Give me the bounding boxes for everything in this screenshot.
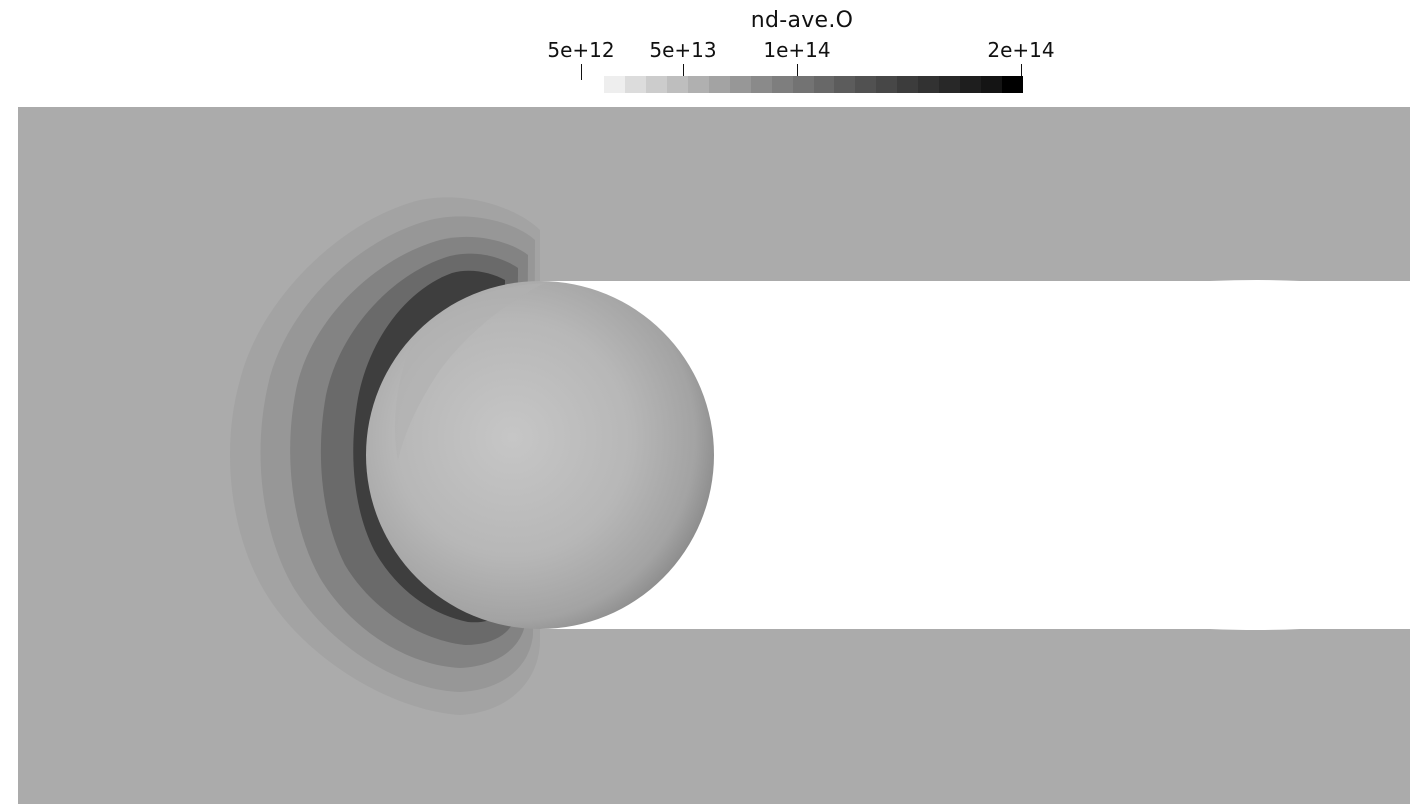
colorbar-swatch (813, 76, 835, 93)
sphere-body[interactable] (366, 281, 714, 629)
sphere-front-cap (394, 283, 545, 460)
colorbar-swatch (750, 76, 772, 93)
tick-label-5e13: 5e+13 (649, 38, 717, 62)
colorbar-swatch (897, 76, 919, 93)
colorbar-swatch (729, 76, 751, 93)
colorbar-swatch (604, 76, 625, 93)
colorbar-swatch (771, 76, 793, 93)
colorbar-swatch (687, 76, 709, 93)
colorbar-swatch (1002, 76, 1024, 93)
colorbar-swatch (624, 76, 646, 93)
colorbar-swatch (918, 76, 940, 93)
tick-mark-2e14 (1021, 64, 1022, 80)
colorbar-swatch (645, 76, 667, 93)
colorbar-swatch (876, 76, 898, 93)
legend-title: nd-ave.O (750, 8, 854, 33)
tick-mark-5e12 (581, 64, 582, 80)
tick-mark-1e14 (797, 64, 798, 80)
tick-label-2e14: 2e+14 (987, 38, 1055, 62)
colorbar-swatch (792, 76, 814, 93)
tick-label-5e12: 5e+12 (547, 38, 615, 62)
tick-label-1e14: 1e+14 (763, 38, 831, 62)
colorbar-swatch (960, 76, 982, 93)
colorbar-swatch (939, 76, 961, 93)
colorbar-swatch (855, 76, 877, 93)
colorbar (604, 76, 1024, 93)
tick-mark-5e13 (683, 64, 684, 80)
colorbar-swatch (834, 76, 856, 93)
colorbar-swatch (708, 76, 730, 93)
colorbar-swatch (666, 76, 688, 93)
wake-region (540, 280, 1410, 630)
colorbar-swatch (981, 76, 1003, 93)
